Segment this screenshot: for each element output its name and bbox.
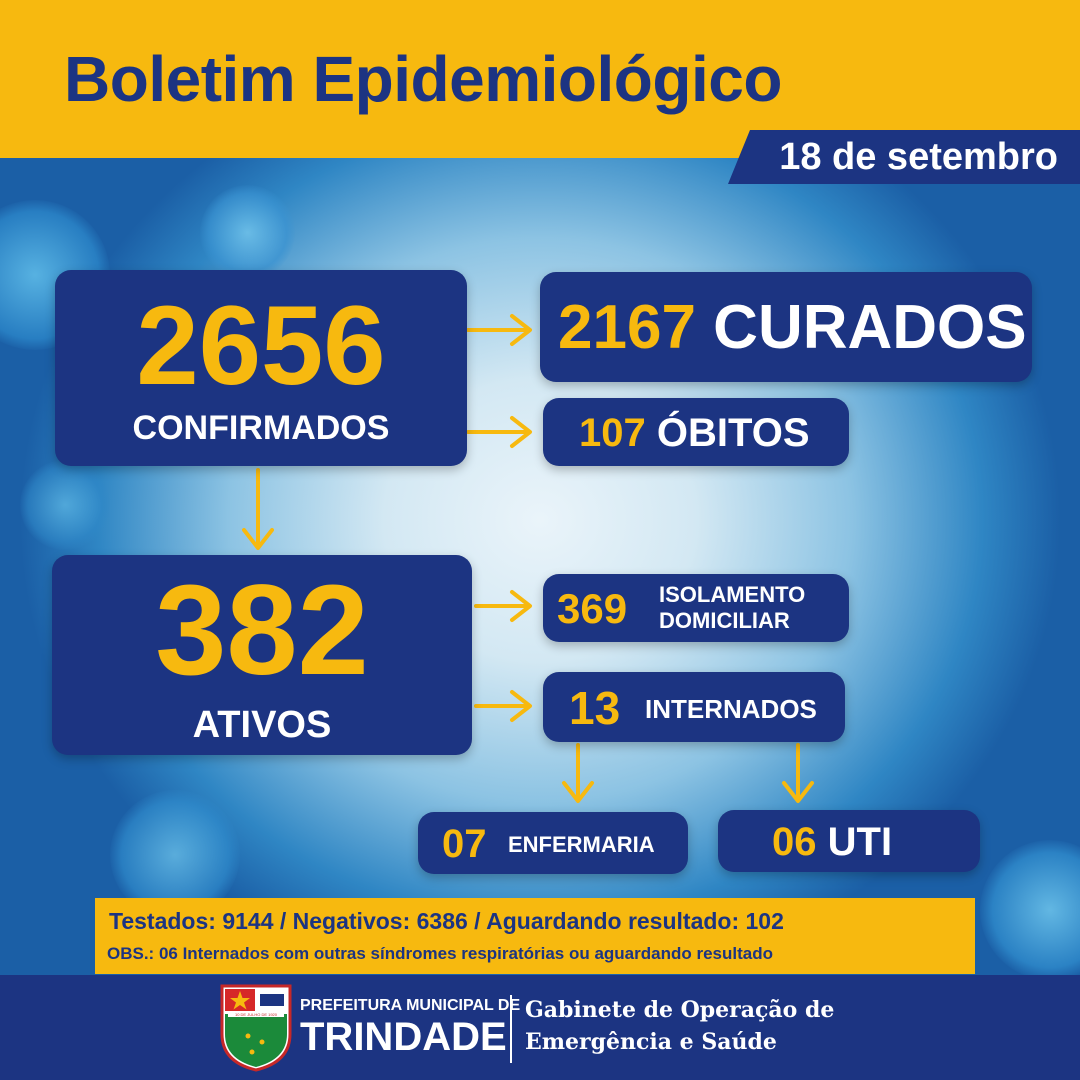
- org-line2: TRINDADE: [300, 1015, 507, 1059]
- observation-note: OBS.: 06 Internados com outras síndromes…: [107, 944, 773, 963]
- icu-label: UTI: [827, 820, 893, 864]
- testing-info-bar: Testados: 9144 / Negativos: 6386 / Aguar…: [95, 898, 975, 974]
- deaths-count: 107: [579, 411, 646, 455]
- home-isolation-count: 369: [557, 585, 628, 632]
- hospitalized-card: 13 INTERNADOS: [543, 672, 845, 742]
- footer-divider: [510, 995, 512, 1063]
- arrow-down-icon: [782, 743, 814, 803]
- office-line1: Gabinete de Operação de: [525, 997, 835, 1023]
- ward-label: ENFERMARIA: [508, 832, 655, 857]
- arrow-right-icon: [474, 590, 532, 622]
- confirmed-label: CONFIRMADOS: [132, 409, 390, 447]
- bulletin-date: 18 de setembro: [779, 136, 1058, 178]
- ward-card: 07 ENFERMARIA: [418, 812, 688, 874]
- home-isolation-label-line1: ISOLAMENTO: [659, 582, 806, 607]
- arrow-down-icon: [242, 468, 274, 550]
- org-line1: PREFEITURA MUNICIPAL DE: [300, 997, 521, 1014]
- coat-of-arms-icon: 10 DE JULHO DE 1920: [220, 984, 292, 1072]
- arrow-right-icon: [466, 314, 532, 346]
- cured-label: CURADOS: [713, 293, 1027, 362]
- home-isolation-label-line2: DOMICILIAR: [659, 608, 790, 633]
- svg-text:10 DE JULHO DE 1920: 10 DE JULHO DE 1920: [235, 1012, 278, 1017]
- cured-card: 2167 CURADOS: [540, 272, 1032, 382]
- active-count: 382: [155, 559, 369, 702]
- testing-summary: Testados: 9144 / Negativos: 6386 / Aguar…: [109, 908, 784, 934]
- cured-count: 2167: [558, 293, 696, 362]
- deaths-card: 107 ÓBITOS: [543, 398, 849, 466]
- arrow-right-icon: [474, 690, 532, 722]
- icu-card: 06 UTI: [718, 810, 980, 872]
- active-label: ATIVOS: [192, 704, 332, 746]
- page-title: Boletim Epidemiológico: [64, 43, 782, 115]
- home-isolation-card: 369 ISOLAMENTO DOMICILIAR: [543, 574, 849, 642]
- confirmed-count: 2656: [136, 283, 386, 408]
- arrow-down-icon: [562, 743, 594, 803]
- footer-band: 10 DE JULHO DE 1920 PREFEITURA MUNICIPAL…: [0, 975, 1080, 1080]
- office-line2: Emergência e Saúde: [525, 1029, 777, 1055]
- confirmed-card: 2656 CONFIRMADOS: [55, 270, 467, 466]
- virus-icon: [20, 460, 110, 550]
- date-band: [728, 130, 1080, 184]
- deaths-label: ÓBITOS: [656, 411, 810, 455]
- active-card: 382 ATIVOS: [52, 555, 472, 755]
- virus-icon: [200, 185, 295, 280]
- hospitalized-count: 13: [569, 682, 621, 734]
- arrow-right-icon: [466, 416, 532, 448]
- ward-count: 07: [442, 822, 487, 866]
- icu-count: 06: [772, 820, 817, 864]
- hospitalized-label: INTERNADOS: [645, 694, 817, 724]
